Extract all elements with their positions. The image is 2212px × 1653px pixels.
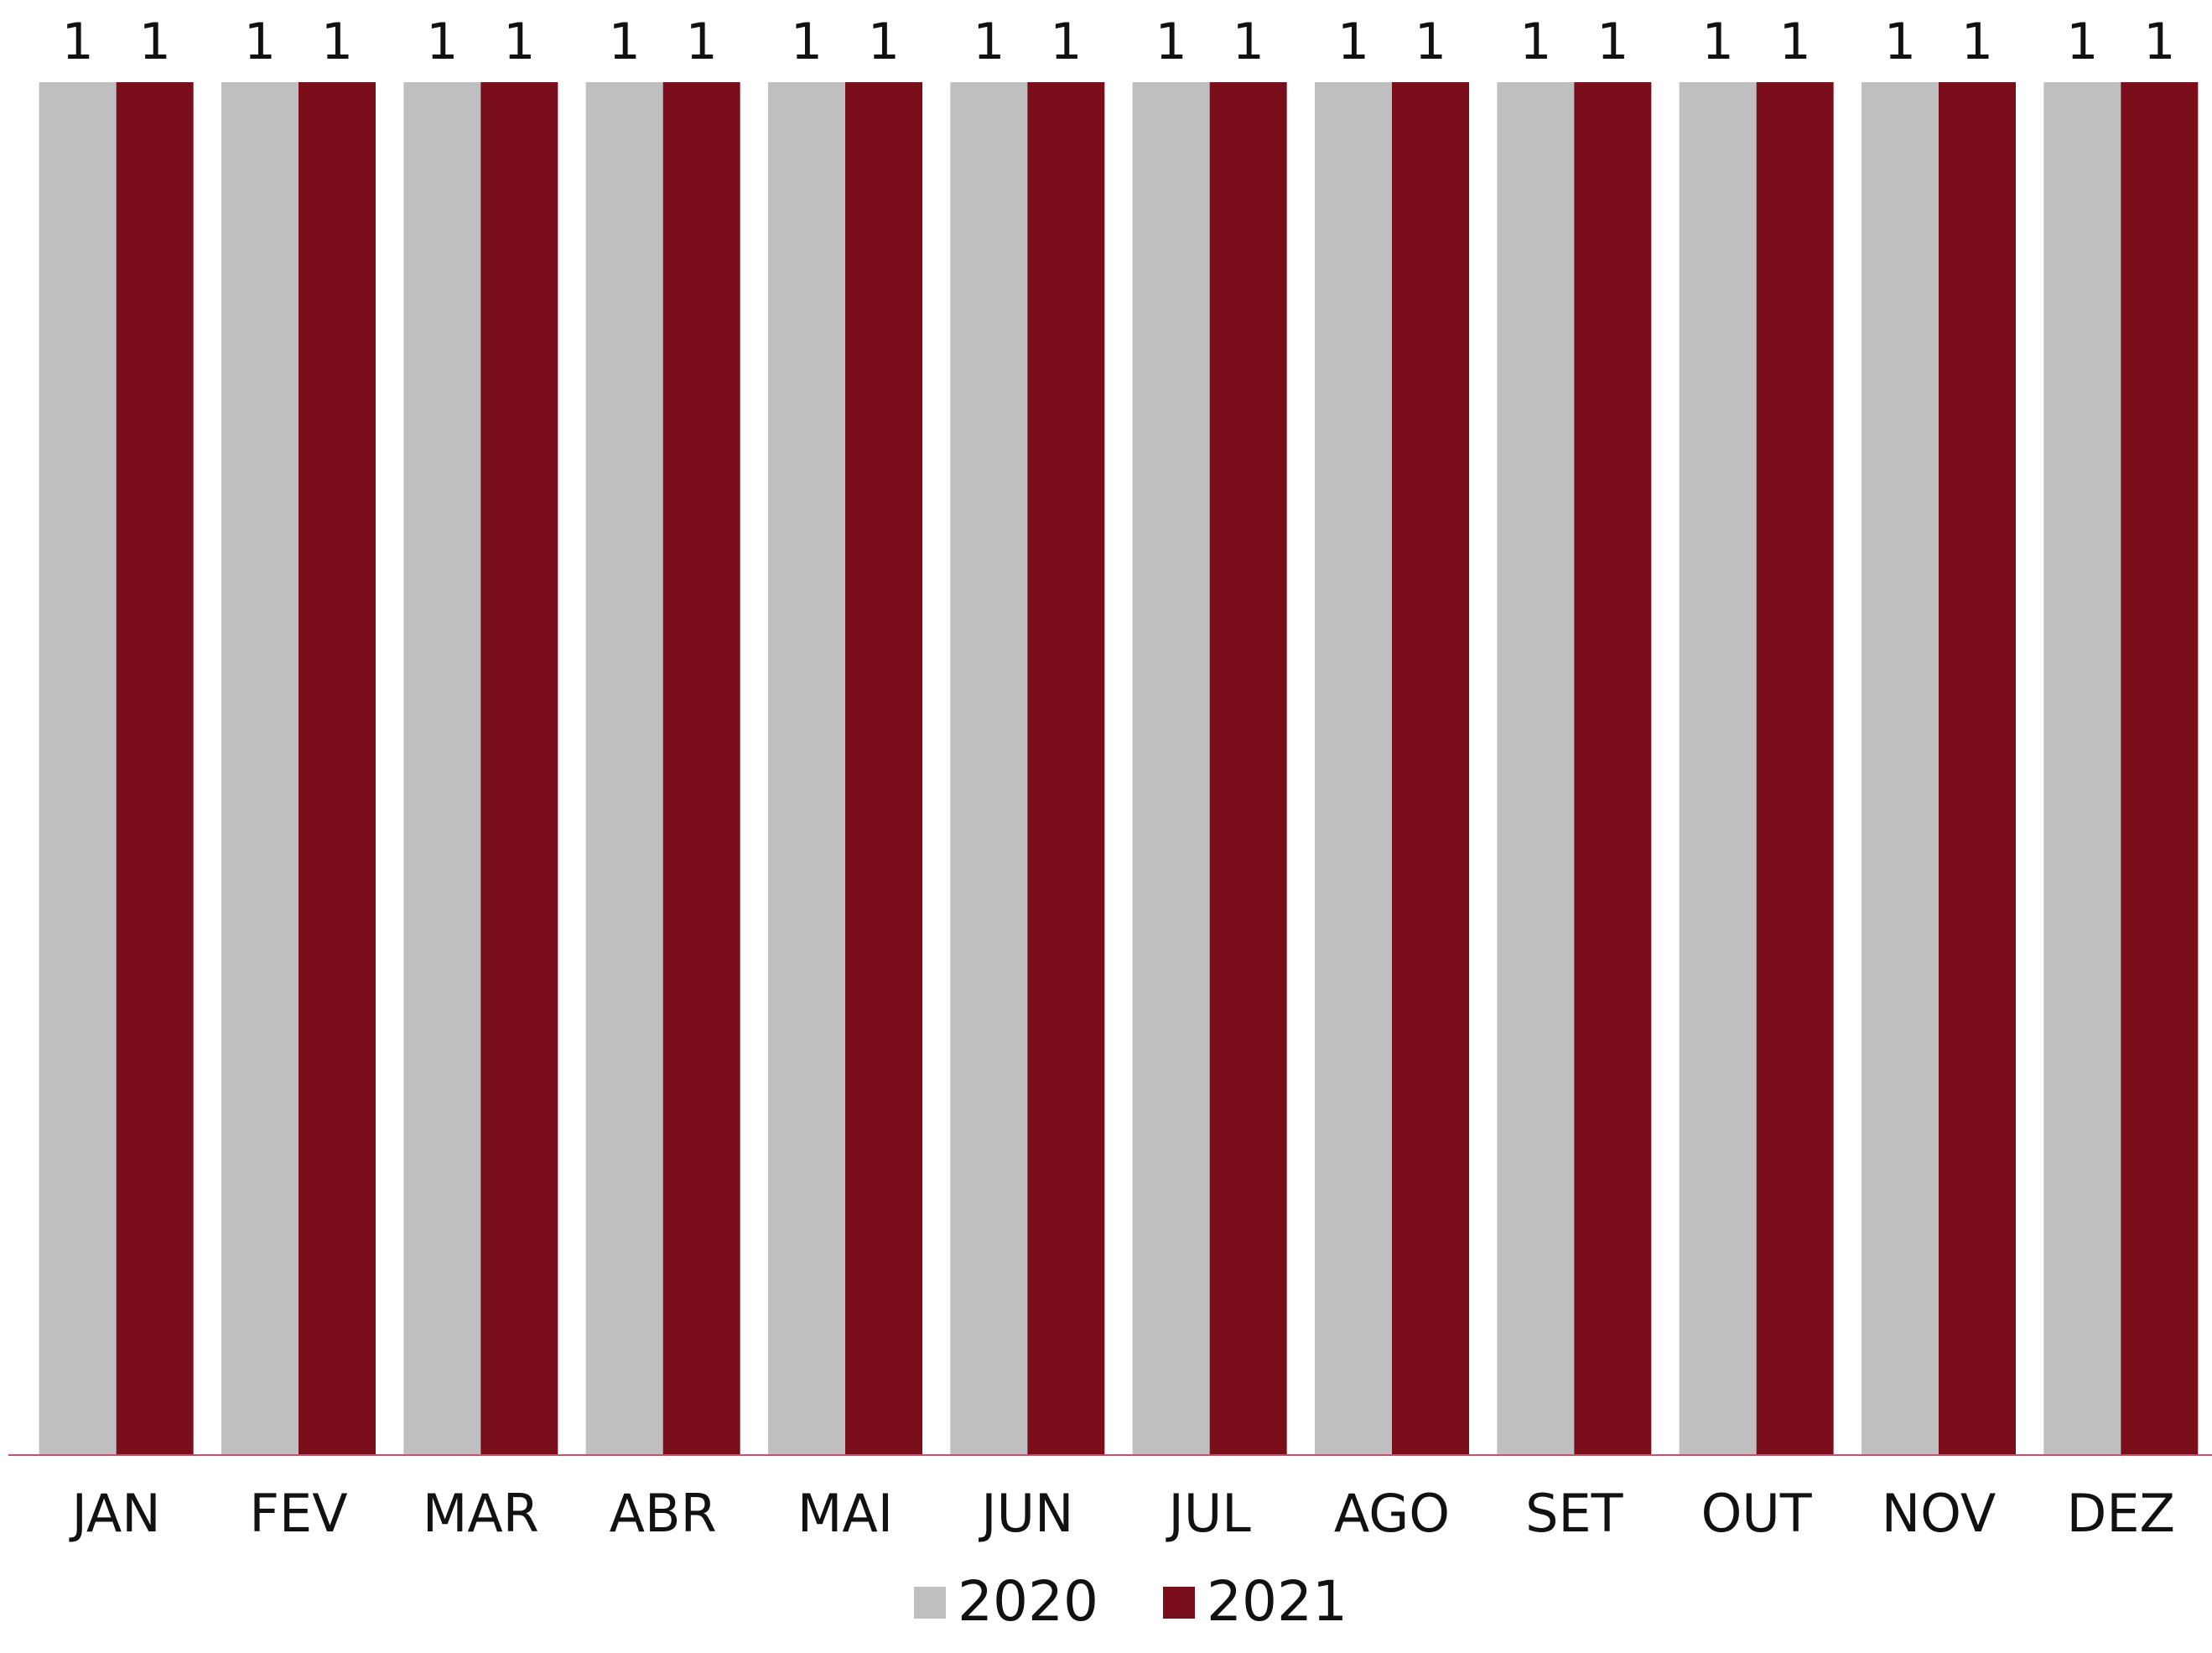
x-tick-set: SET — [1525, 1483, 1624, 1544]
x-tick-jan: JAN — [69, 1483, 161, 1544]
bar-2021-dez — [2121, 82, 2199, 1454]
legend-swatch-2020 — [914, 1587, 946, 1619]
bar-2020-nov — [1862, 82, 1939, 1454]
bar-2021-abr — [662, 82, 740, 1454]
bar-2021-out — [1756, 82, 1834, 1454]
data-label-2020-jun: 1 — [973, 13, 1005, 71]
data-label-2021-jul: 1 — [1233, 13, 1264, 71]
data-label-2020-dez: 1 — [2066, 13, 2098, 71]
x-tick-nov: NOV — [1882, 1483, 1997, 1544]
data-label-2020-mai: 1 — [791, 13, 823, 71]
data-label-2021-nov: 1 — [1961, 13, 1993, 71]
legend-label-2020: 2020 — [958, 1569, 1098, 1634]
data-label-2021-jan: 1 — [139, 13, 171, 71]
x-tick-dez: DEZ — [2067, 1483, 2175, 1544]
bar-2021-mar — [480, 82, 558, 1454]
data-label-2021-mai: 1 — [868, 13, 900, 71]
x-tick-fev: FEV — [249, 1483, 347, 1544]
bar-2020-jan — [39, 82, 117, 1454]
data-label-2020-out: 1 — [1702, 13, 1734, 71]
bar-2021-nov — [1939, 82, 2016, 1454]
bar-2021-fev — [299, 82, 376, 1454]
legend: 2020 2021 — [914, 1569, 1347, 1634]
data-label-2020-mar: 1 — [426, 13, 458, 71]
bar-2021-jul — [1209, 82, 1287, 1454]
data-label-2020-nov: 1 — [1884, 13, 1916, 71]
x-tick-mar: MAR — [423, 1483, 539, 1544]
bar-2020-out — [1679, 82, 1757, 1454]
bar-2021-mai — [845, 82, 922, 1454]
data-label-2021-abr: 1 — [686, 13, 718, 71]
bar-2020-dez — [2043, 82, 2121, 1454]
x-tick-jul: JUL — [1166, 1483, 1252, 1544]
x-tick-jun: JUN — [978, 1483, 1073, 1544]
bar-2021-ago — [1392, 82, 1469, 1454]
x-tick-out: OUT — [1701, 1483, 1813, 1544]
x-tick-labels: JAN FEV MAR ABR MAI JUN JUL AGO SET OUT NOV DEZ — [69, 1483, 2175, 1544]
data-label-2020-set: 1 — [1519, 13, 1551, 71]
bar-2020-mar — [403, 82, 481, 1454]
bar-2021-jun — [1027, 82, 1105, 1454]
bar-2020-set — [1497, 82, 1575, 1454]
data-label-2021-out: 1 — [1779, 13, 1811, 71]
x-tick-ago: AGO — [1334, 1483, 1450, 1544]
data-label-2021-mar: 1 — [503, 13, 535, 71]
legend-swatch-2021 — [1163, 1587, 1195, 1619]
bar-2021-jan — [116, 82, 194, 1454]
bar-2020-mai — [768, 82, 845, 1454]
data-label-2020-jan: 1 — [62, 13, 94, 71]
data-label-2020-abr: 1 — [609, 13, 641, 71]
bar-2021-set — [1574, 82, 1652, 1454]
data-label-2021-dez: 1 — [2143, 13, 2175, 71]
data-label-2021-fev: 1 — [321, 13, 353, 71]
data-label-2020-fev: 1 — [244, 13, 276, 71]
bar-2020-jun — [950, 82, 1028, 1454]
legend-label-2021: 2021 — [1207, 1569, 1347, 1634]
data-label-2021-jun: 1 — [1050, 13, 1082, 71]
bar-2020-jul — [1132, 82, 1210, 1454]
data-label-2020-jul: 1 — [1155, 13, 1187, 71]
bar-2020-fev — [221, 82, 299, 1454]
bars-layer — [39, 82, 2199, 1454]
data-label-2021-ago: 1 — [1415, 13, 1446, 71]
bar-2020-abr — [585, 82, 663, 1454]
bar-2020-ago — [1315, 82, 1392, 1454]
x-tick-abr: ABR — [610, 1483, 717, 1544]
data-label-2020-ago: 1 — [1337, 13, 1369, 71]
data-label-2021-set: 1 — [1597, 13, 1628, 71]
x-tick-mai: MAI — [797, 1483, 893, 1544]
